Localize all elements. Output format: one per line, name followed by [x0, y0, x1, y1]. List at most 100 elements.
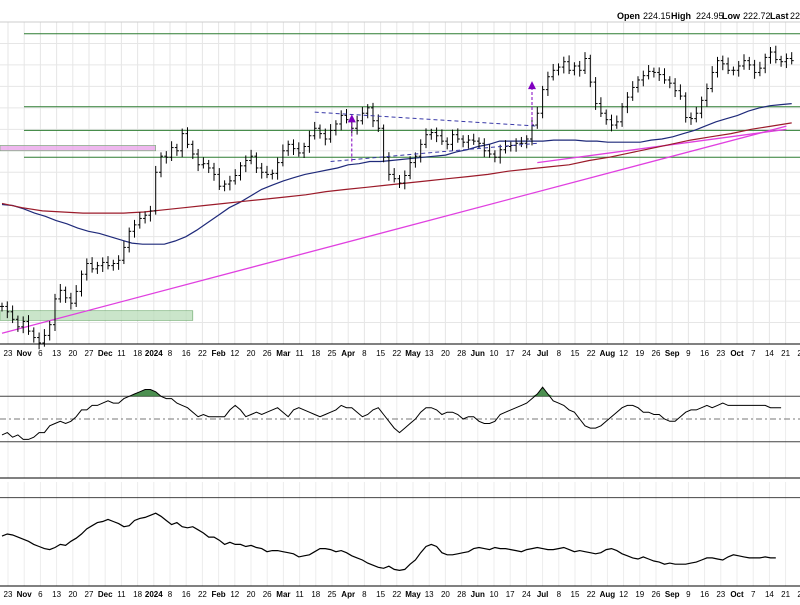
x-tick-label: 20 — [247, 349, 256, 358]
price-bar — [503, 140, 508, 154]
x-tick-label: 2024 — [145, 349, 163, 358]
x-tick-label-bottom: 16 — [700, 590, 709, 599]
price-bar — [339, 110, 344, 131]
x-tick-label: 22 — [392, 349, 401, 358]
price-bar — [779, 55, 784, 67]
x-tick-label-bottom: 11 — [117, 590, 126, 599]
price-bar — [731, 66, 736, 76]
x-tick-label: Jul — [537, 349, 549, 358]
x-tick-label-bottom: 20 — [68, 590, 77, 599]
price-bar — [249, 149, 254, 165]
x-tick-label-bottom: 14 — [765, 590, 774, 599]
price-bar — [307, 130, 312, 153]
x-tick-label-bottom: 8 — [168, 590, 173, 599]
price-bar — [371, 102, 375, 128]
price-bar — [662, 68, 667, 84]
price-bar — [667, 76, 672, 89]
x-tick-label: 27 — [85, 349, 94, 358]
price-bar — [450, 129, 455, 151]
price-bar — [296, 142, 301, 157]
price-bar — [360, 106, 365, 125]
high-label: High — [671, 11, 691, 21]
price-bar — [127, 227, 132, 253]
x-tick-label: 10 — [490, 349, 499, 358]
x-tick-label: 22 — [198, 349, 207, 358]
x-tick-label-bottom: 25 — [328, 590, 337, 599]
price-bar — [477, 137, 481, 149]
x-tick-label-bottom: 2024 — [145, 590, 163, 599]
price-bar — [196, 148, 201, 172]
x-tick-label: 16 — [182, 349, 191, 358]
oscillator-line — [1, 386, 782, 440]
price-bar — [259, 162, 264, 179]
price-bar — [265, 165, 269, 179]
price-bar — [397, 174, 402, 189]
x-tick-label: 23 — [716, 349, 725, 358]
x-tick-label: Nov — [17, 349, 33, 358]
x-tick-label-bottom: 27 — [85, 590, 94, 599]
price-bar — [689, 112, 693, 125]
price-bar — [344, 109, 349, 124]
x-tick-label: 21 — [781, 349, 790, 358]
price-bar — [95, 261, 100, 274]
price-bar — [217, 168, 222, 190]
price-bar — [784, 53, 789, 69]
price-bar — [508, 141, 513, 152]
price-bar — [318, 124, 322, 139]
x-tick-label-bottom: May — [405, 590, 421, 599]
price-bar — [524, 135, 529, 149]
x-tick-label: Mar — [276, 349, 290, 358]
x-tick-label-bottom: 7 — [751, 590, 756, 599]
price-bar — [74, 285, 79, 307]
x-tick-label-bottom: 26 — [652, 590, 661, 599]
x-tick-label: 13 — [425, 349, 434, 358]
price-bar — [408, 156, 413, 180]
price-bar — [206, 159, 211, 174]
price-bar — [270, 169, 275, 180]
x-tick-label: 8 — [168, 349, 173, 358]
price-bar — [254, 152, 259, 174]
x-tick-label: 25 — [328, 349, 337, 358]
price-bar — [137, 212, 142, 229]
x-tick-label-bottom: 12 — [619, 590, 628, 599]
price-bar — [630, 81, 635, 101]
price-bar — [116, 255, 121, 270]
high-value: 224.95 — [696, 11, 724, 21]
indicator-line — [1, 512, 776, 572]
price-bar — [302, 142, 307, 158]
x-tick-label: 8 — [557, 349, 562, 358]
price-bar — [143, 211, 148, 224]
measure-arrow-head — [347, 114, 356, 123]
price-bar — [641, 70, 646, 87]
price-bar — [704, 83, 709, 107]
price-bar — [556, 63, 561, 76]
price-bar — [461, 135, 466, 148]
price-bar — [551, 63, 556, 81]
price-bar — [657, 67, 662, 81]
price-bar — [47, 320, 52, 341]
last-label: Last — [770, 11, 789, 21]
price-bar — [10, 305, 15, 324]
price-bar — [53, 293, 57, 332]
price-bar — [434, 127, 439, 143]
x-tick-label-bottom: 17 — [506, 590, 515, 599]
x-tick-label: Aug — [600, 349, 616, 358]
x-tick-label-bottom: 23 — [4, 590, 13, 599]
x-tick-label: 7 — [751, 349, 756, 358]
price-bar — [545, 71, 550, 96]
x-tick-label-bottom: 21 — [781, 590, 790, 599]
price-bar — [106, 256, 110, 270]
x-tick-label: 14 — [765, 349, 774, 358]
x-tick-label: 6 — [38, 349, 43, 358]
price-bar — [413, 152, 418, 168]
price-bar — [424, 128, 428, 149]
x-tick-label: 28 — [797, 349, 800, 358]
price-bar — [773, 45, 778, 64]
price-bar — [757, 61, 762, 77]
price-bar — [386, 152, 391, 181]
zone-band — [0, 145, 156, 152]
price-bar — [169, 141, 174, 161]
price-bar — [726, 57, 731, 75]
x-tick-label-bottom: Jul — [537, 590, 549, 599]
